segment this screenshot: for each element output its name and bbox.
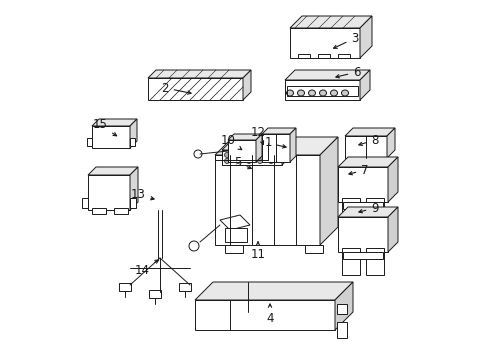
Circle shape [257, 153, 262, 158]
Polygon shape [282, 142, 289, 165]
Polygon shape [386, 128, 394, 158]
Polygon shape [285, 70, 369, 80]
Bar [130, 138, 135, 146]
Polygon shape [359, 70, 369, 100]
Polygon shape [262, 134, 289, 162]
Text: 14: 14 [134, 260, 158, 276]
Bar [149, 290, 161, 298]
Text: 13: 13 [130, 189, 154, 202]
Polygon shape [262, 128, 295, 134]
Bar [337, 54, 349, 58]
Ellipse shape [308, 90, 315, 96]
Bar [336, 322, 346, 338]
Polygon shape [345, 128, 394, 136]
Circle shape [189, 241, 199, 251]
Text: 1: 1 [264, 136, 285, 149]
Polygon shape [243, 70, 250, 100]
Circle shape [194, 150, 202, 158]
Circle shape [246, 153, 251, 158]
Bar [92, 208, 106, 214]
Circle shape [224, 153, 229, 158]
Circle shape [235, 153, 240, 158]
Bar [341, 248, 359, 275]
Bar [317, 54, 329, 58]
Text: 8: 8 [358, 134, 378, 147]
Bar [224, 245, 243, 253]
Ellipse shape [286, 90, 293, 96]
Polygon shape [289, 128, 295, 162]
Bar [305, 245, 323, 253]
Polygon shape [345, 136, 386, 158]
Text: 11: 11 [250, 242, 265, 261]
Polygon shape [130, 119, 137, 148]
Polygon shape [215, 137, 337, 155]
Polygon shape [256, 134, 262, 162]
Polygon shape [285, 80, 359, 100]
Polygon shape [337, 207, 397, 217]
Polygon shape [337, 157, 397, 167]
Polygon shape [92, 119, 137, 126]
Polygon shape [359, 16, 371, 58]
Polygon shape [92, 126, 130, 148]
Polygon shape [148, 78, 243, 100]
Polygon shape [195, 300, 334, 330]
Bar [365, 198, 383, 225]
Bar [114, 208, 128, 214]
Text: 10: 10 [220, 134, 241, 150]
Polygon shape [387, 157, 397, 202]
Polygon shape [215, 155, 319, 245]
Bar [87, 138, 92, 146]
Bar [342, 252, 382, 259]
Polygon shape [88, 167, 138, 175]
Text: 2: 2 [161, 81, 191, 94]
Polygon shape [227, 140, 256, 162]
Ellipse shape [341, 90, 348, 96]
Polygon shape [334, 282, 352, 330]
Circle shape [268, 158, 273, 163]
Polygon shape [289, 16, 371, 28]
Bar [82, 198, 88, 208]
Polygon shape [195, 282, 352, 300]
Polygon shape [337, 217, 387, 252]
Text: 4: 4 [265, 304, 273, 324]
Bar [286, 86, 357, 96]
Polygon shape [222, 142, 289, 150]
Polygon shape [88, 175, 130, 210]
Circle shape [268, 153, 273, 158]
Text: 6: 6 [335, 66, 360, 78]
Circle shape [224, 158, 229, 163]
Text: 7: 7 [348, 163, 368, 176]
Polygon shape [387, 207, 397, 252]
Ellipse shape [330, 90, 337, 96]
Bar [342, 202, 382, 209]
Polygon shape [148, 70, 250, 78]
Bar [341, 198, 359, 225]
Bar [179, 283, 191, 291]
Circle shape [235, 158, 240, 163]
Text: 12: 12 [250, 126, 265, 144]
Bar [224, 228, 246, 242]
Polygon shape [319, 137, 337, 245]
Text: 9: 9 [358, 202, 378, 215]
Bar [119, 283, 131, 291]
Text: 3: 3 [333, 31, 358, 48]
Polygon shape [337, 167, 387, 202]
Ellipse shape [297, 90, 304, 96]
Bar [297, 54, 309, 58]
Bar [365, 248, 383, 275]
Text: 5: 5 [234, 157, 251, 170]
Circle shape [246, 158, 251, 163]
Polygon shape [289, 28, 359, 58]
Ellipse shape [319, 90, 326, 96]
Polygon shape [220, 215, 249, 230]
Text: 15: 15 [92, 118, 117, 136]
Polygon shape [130, 167, 138, 210]
Polygon shape [227, 134, 262, 140]
Bar [336, 304, 346, 314]
Circle shape [257, 158, 262, 163]
Bar [130, 198, 136, 208]
Polygon shape [222, 150, 282, 165]
